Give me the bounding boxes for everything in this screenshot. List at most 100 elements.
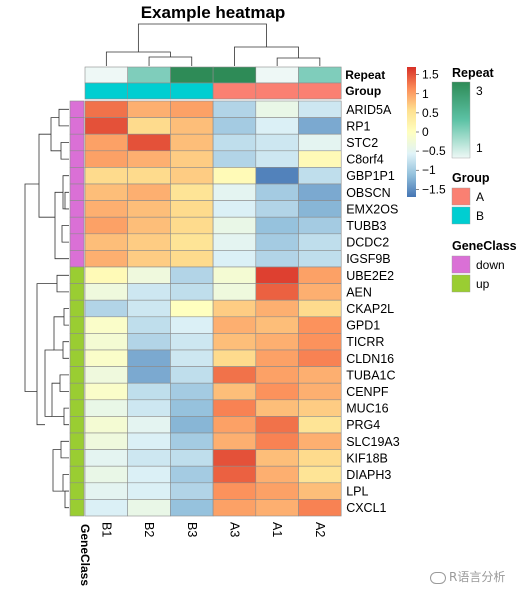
legend-title-repeat: Repeat (452, 66, 495, 80)
dendrogram-link (44, 349, 54, 417)
colorbar-tick-label: 0 (422, 125, 429, 139)
heatmap-cell (255, 233, 299, 251)
colorbar-tick-label: −0.5 (422, 144, 446, 158)
legend-label-repeat: 1 (476, 141, 483, 155)
legend-swatch-geneclass (451, 274, 471, 293)
heatmap-cell (127, 399, 171, 417)
colorbar-tick-label: 0.5 (422, 106, 439, 120)
heatmap-cell (298, 499, 342, 517)
heatmap-cell (84, 465, 129, 484)
heatmap-cell (212, 266, 257, 284)
row-annotation-cell (69, 366, 85, 384)
legend-label-group: A (476, 190, 484, 204)
row-label: DIAPH3 (346, 468, 391, 482)
row-label: DCDC2 (346, 236, 389, 250)
dendrogram-link (105, 51, 171, 66)
heatmap-cell (127, 482, 171, 500)
column-label: B3 (185, 522, 199, 537)
row-dendrogram (24, 108, 69, 509)
heatmap-cell (170, 399, 214, 417)
row-annotation-cell (69, 465, 85, 484)
annotation-cell-repeat (255, 66, 299, 84)
heatmap-cell (127, 250, 171, 268)
heatmap-cell (298, 283, 342, 301)
heatmap-cell (255, 416, 299, 434)
heatmap-cell (127, 183, 171, 201)
heatmap-cell (170, 465, 214, 484)
heatmap-cell (127, 366, 171, 384)
heatmap-cell (212, 449, 257, 467)
heatmap-cell (255, 150, 299, 168)
heatmap-cell (127, 117, 171, 135)
row-annotation-cell (69, 299, 85, 318)
legend-swatch-group (451, 206, 471, 225)
heatmap-cell (212, 316, 257, 334)
heatmap-cell (298, 333, 342, 351)
heatmap-cell (298, 399, 342, 417)
heatmap-cell (255, 183, 299, 201)
row-annotation-cell (69, 499, 85, 517)
dendrogram-link (36, 283, 57, 426)
heatmap-cell (298, 465, 342, 484)
heatmap-cell (84, 299, 129, 318)
row-label: EMX2OS (346, 202, 398, 216)
annotation-label-group: Group (345, 84, 381, 98)
heatmap-cell (212, 399, 257, 417)
annotation-cell-repeat (212, 66, 257, 84)
row-label: GBP1P1 (346, 169, 395, 183)
annotation-cell-group (127, 82, 171, 100)
heatmap-cell (212, 150, 257, 168)
column-label: A3 (227, 522, 241, 537)
legend-title-geneclass: GeneClass (452, 239, 517, 253)
watermark-text: R语言分析 (449, 570, 506, 584)
heatmap-cell (170, 283, 214, 301)
heatmap-cell (298, 299, 342, 318)
heatmap-cell (212, 250, 257, 268)
annotation-cell-group (212, 82, 257, 100)
heatmap-cell (255, 449, 299, 467)
heatmap-cell (170, 183, 214, 201)
heatmap-cell (127, 167, 171, 185)
row-label: ARID5A (346, 103, 392, 117)
row-label: TUBB3 (346, 219, 386, 233)
row-annotation-label: GeneClass (78, 524, 92, 586)
heatmap-cell (212, 499, 257, 517)
legend-swatch-geneclass (451, 255, 471, 274)
dendrogram-link (137, 23, 267, 52)
column-label: B1 (99, 522, 113, 537)
row-annotation-cell (69, 183, 85, 201)
dendrogram-link (50, 117, 61, 152)
heatmap-cell (255, 366, 299, 384)
heatmap-cell (255, 117, 299, 135)
column-label: B2 (142, 522, 156, 537)
annotation-cell-repeat (298, 66, 342, 84)
row-annotation-cell (69, 266, 85, 284)
row-annotation-cell (69, 333, 85, 351)
heatmap-cell (255, 382, 299, 401)
heatmap-cell (212, 333, 257, 351)
row-annotation-cell (69, 150, 85, 168)
heatmap-cell (298, 366, 342, 384)
column-label: A1 (270, 522, 284, 537)
heatmap-cell (170, 349, 214, 367)
row-annotation-cell (69, 117, 85, 135)
dendrogram-link (54, 191, 69, 260)
heatmap-cell (127, 416, 171, 434)
heatmap-cell (255, 482, 299, 500)
heatmap-cell (255, 316, 299, 334)
heatmap-cell (212, 216, 257, 235)
row-label: STC2 (346, 136, 378, 150)
row-annotation-cell (69, 349, 85, 367)
heatmap-cell (170, 100, 214, 118)
heatmap-cell (212, 482, 257, 500)
colorbar-gradient (407, 67, 416, 197)
column-labels: B1 B2 B3 A3 A1 A2 (99, 522, 327, 537)
heatmap-cell (127, 133, 171, 152)
row-annotation-cell (69, 283, 85, 301)
dendrogram-link (64, 191, 69, 210)
row-annotation-bar (69, 100, 85, 517)
heatmap-cell (212, 366, 257, 384)
dendrogram-link (148, 56, 193, 66)
heatmap-cell (127, 266, 171, 284)
heatmap-cell (84, 316, 129, 334)
